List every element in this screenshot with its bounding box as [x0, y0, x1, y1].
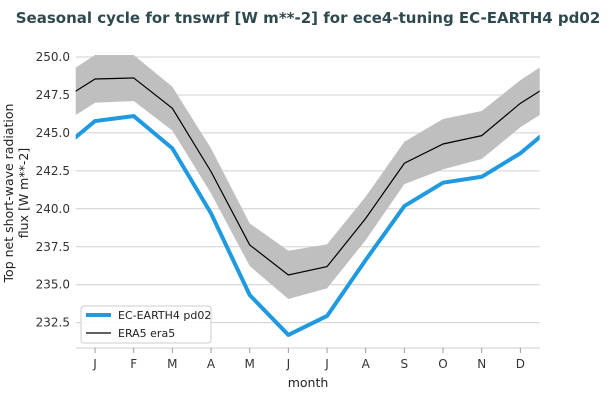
y-axis-label: Top net short-wave radiation flux [W m**…: [1, 104, 31, 284]
y-axis-label-line-2: flux [W m**-2]: [16, 148, 31, 238]
y-tick-labels: 232.5 235.0 237.5 240.0 242.5 245.0 247.5 250.0: [36, 50, 70, 330]
x-tick-label: A: [362, 357, 371, 371]
y-tick-label: 232.5: [36, 316, 70, 330]
y-tick-label: 250.0: [36, 50, 70, 64]
x-tick-label: M: [167, 357, 177, 371]
x-tick-label: S: [401, 357, 409, 371]
x-tick-label: O: [438, 357, 447, 371]
y-tick-label: 237.5: [36, 240, 70, 254]
x-axis-label: month: [288, 375, 329, 390]
chart-title: Seasonal cycle for tnswrf [W m**-2] for …: [16, 9, 601, 27]
plot-area: [56, 55, 559, 335]
x-tick-label: N: [477, 357, 486, 371]
y-tick-label: 247.5: [36, 88, 70, 102]
x-tick-label: J: [324, 357, 329, 371]
x-tick-label: M: [245, 357, 255, 371]
legend-label-model: EC-EARTH4 pd02: [118, 309, 211, 322]
x-tick-label: J: [92, 357, 97, 371]
x-tick-label: D: [516, 357, 525, 371]
x-tick-label: F: [130, 357, 137, 371]
x-tick-label: A: [207, 357, 216, 371]
y-tick-label: 242.5: [36, 164, 70, 178]
legend-label-reference: ERA5 era5: [118, 327, 175, 340]
y-tick-label: 245.0: [36, 126, 70, 140]
y-tick-label: 235.0: [36, 278, 70, 292]
legend: EC-EARTH4 pd02 ERA5 era5: [81, 306, 211, 343]
y-tick-label: 240.0: [36, 202, 70, 216]
y-axis-label-line-1: Top net short-wave radiation: [1, 104, 16, 284]
x-tick-label: J: [286, 357, 291, 371]
